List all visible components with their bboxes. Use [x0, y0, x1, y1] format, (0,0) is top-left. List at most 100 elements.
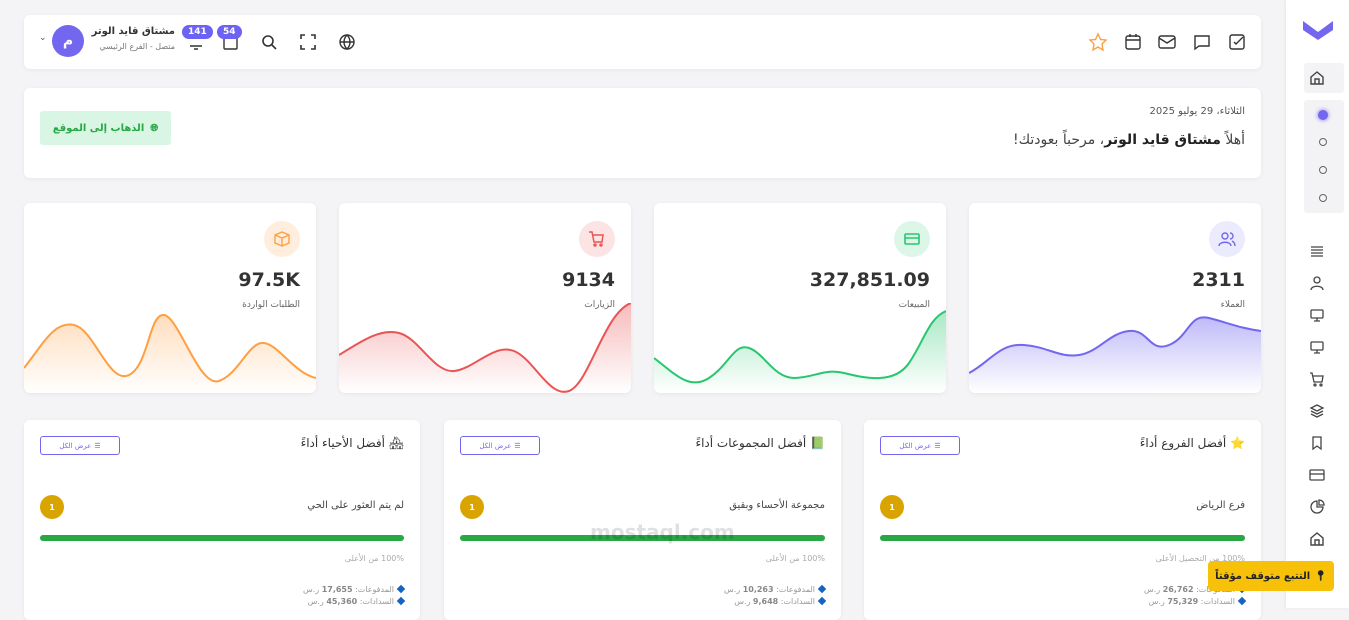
progress-fill: [880, 535, 1245, 541]
progress-bar: [460, 535, 825, 541]
submenu-item[interactable]: [1319, 138, 1327, 146]
home-icon[interactable]: [1309, 531, 1325, 547]
card-title: 📗 أفضل المجموعات أداءً: [695, 436, 825, 450]
cart-icon: [579, 221, 615, 257]
submenu-item-active[interactable]: [1318, 110, 1328, 120]
tasks-icon[interactable]: [1227, 32, 1247, 52]
credit-card-icon: [894, 221, 930, 257]
payments-value: 26,762: [1162, 585, 1194, 594]
payments-value: 17,655: [321, 585, 353, 594]
current-date: الثلاثاء، 29 يوليو 2025: [1149, 106, 1245, 117]
view-all-button[interactable]: ☰ عرض الكل: [40, 436, 120, 455]
book-icon: 📗: [810, 436, 825, 450]
search-icon[interactable]: [259, 32, 279, 52]
stat-value: 97.5K: [238, 269, 300, 291]
monitor-icon[interactable]: [1309, 307, 1325, 323]
calendar-icon[interactable]: [1123, 32, 1143, 52]
messages-badge: 54: [217, 25, 242, 39]
view-all-label: عرض الكل: [59, 441, 92, 450]
progress-bar: [40, 535, 404, 541]
stat-label: الزيارات: [584, 300, 615, 310]
bell-icon[interactable]: [186, 32, 206, 52]
view-all-label: عرض الكل: [479, 441, 512, 450]
map-pin-icon: 📍︎: [1314, 570, 1327, 582]
credit-card-icon[interactable]: [1309, 467, 1325, 483]
stat-card-sales: 327,851.09 المبيعات: [654, 203, 946, 393]
rank-badge: 1: [40, 495, 64, 519]
card-title-text: أفضل المجموعات أداءً: [695, 436, 807, 450]
sparkline-orders: [24, 314, 316, 393]
settlements-line: السدادات: 75,329 ر.س: [1148, 596, 1247, 606]
percent-text: 100% من الأعلى: [765, 554, 825, 563]
top-navbar: 54 141 م مشتاق قايد الوتر متصل - الفرع ا…: [24, 15, 1261, 69]
view-all-button[interactable]: ☰ عرض الكل: [880, 436, 960, 455]
user-name[interactable]: مشتاق قايد الوتر: [91, 26, 175, 37]
stat-card-customers: 2311 العملاء: [969, 203, 1261, 393]
fullscreen-icon[interactable]: [298, 32, 318, 52]
percent-text: 100% من الأعلى: [344, 554, 404, 563]
view-all-button[interactable]: ☰ عرض الكل: [460, 436, 540, 455]
settlements-value: 9,648: [752, 597, 779, 606]
chevron-down-icon[interactable]: ⌄: [39, 33, 47, 43]
user-icon[interactable]: [1309, 275, 1325, 291]
pie-chart-icon[interactable]: [1309, 499, 1325, 515]
payments-value: 10,263: [742, 585, 774, 594]
currency: ر.س: [1148, 597, 1165, 606]
menu-icon[interactable]: [1309, 243, 1325, 259]
top-branches-card: ⭐ أفضل الفروع أداءً ☰ عرض الكل 1 فرع الري…: [864, 420, 1261, 620]
sparkline-sales: [654, 310, 946, 393]
greeting-prefix: أهلاً: [1225, 132, 1245, 148]
currency: ر.س: [302, 585, 320, 594]
star-icon: ⭐: [1230, 436, 1245, 450]
submenu-item[interactable]: [1319, 194, 1327, 202]
monitor-icon[interactable]: [1309, 339, 1325, 355]
view-all-label: عرض الكل: [899, 441, 932, 450]
tracking-label: التتبع متوقف مؤقتاً: [1215, 570, 1311, 582]
settlements-label: السدادات:: [1200, 597, 1235, 606]
box-icon: [264, 221, 300, 257]
item-name: فرع الرياض: [1196, 500, 1245, 511]
card-title-text: أفضل الفروع أداءً: [1139, 436, 1227, 450]
user-status: متصل - الفرع الرئيسي: [99, 42, 175, 51]
stat-card-visits: 9134 الزيارات: [339, 203, 631, 393]
stat-card-orders: 97.5K الطلبات الواردة: [24, 203, 316, 393]
notifications-badge: 141: [182, 25, 213, 39]
watermark: mostaql.com: [590, 520, 735, 544]
card-title: ⭐ أفضل الفروع أداءً: [1140, 436, 1245, 450]
greeting-suffix: ، مرحباً بعودتك!: [1012, 132, 1105, 148]
currency: ر.س: [1143, 585, 1161, 594]
avatar[interactable]: م: [52, 25, 84, 57]
chat-icon[interactable]: [1192, 32, 1212, 52]
stat-label: العملاء: [1220, 300, 1245, 310]
payments-line: المدفوعات: 17,655 ر.س: [302, 584, 406, 594]
stat-label: الطلبات الواردة: [242, 300, 300, 310]
currency: ر.س: [307, 597, 324, 606]
stat-value: 2311: [1192, 269, 1245, 291]
globe-icon[interactable]: [337, 32, 357, 52]
cart-icon[interactable]: [1309, 371, 1325, 387]
payments-label: المدفوعات:: [355, 585, 394, 594]
visit-site-label: الذهاب إلى الموقع: [52, 122, 145, 134]
tracking-status-button[interactable]: 📍︎ التتبع متوقف مؤقتاً: [1208, 561, 1334, 591]
currency: ر.س: [723, 585, 741, 594]
list-icon: ☰: [934, 441, 941, 450]
card-title: 🏘 أفضل الأحياء أداءً: [301, 436, 404, 450]
list-icon: ☰: [514, 441, 521, 450]
sparkline-customers: [969, 316, 1261, 393]
percent-text: 100% من التحصيل الأعلى: [1155, 554, 1245, 563]
logo-icon[interactable]: [1303, 18, 1333, 40]
top-districts-card: 🏘 أفضل الأحياء أداءً ☰ عرض الكل 1 لم يتم …: [24, 420, 420, 620]
visit-site-button[interactable]: 🌐︎ الذهاب إلى الموقع: [40, 111, 171, 145]
sidebar: [1286, 0, 1349, 608]
home-icon[interactable]: [1309, 70, 1325, 86]
mail-icon[interactable]: [1157, 32, 1177, 52]
star-icon[interactable]: [1088, 32, 1108, 52]
stat-label: المبيعات: [898, 300, 930, 310]
card-title-text: أفضل الأحياء أداءً: [300, 436, 385, 450]
submenu-item[interactable]: [1319, 166, 1327, 174]
bookmark-icon[interactable]: [1309, 435, 1325, 451]
layers-icon[interactable]: [1309, 403, 1325, 419]
greeting: أهلاً مشتاق قايد الوتر، مرحباً بعودتك!: [1013, 132, 1245, 148]
settlements-line: السدادات: 9,648 ر.س: [734, 596, 827, 606]
item-name: لم يتم العثور على الحي: [307, 500, 404, 511]
